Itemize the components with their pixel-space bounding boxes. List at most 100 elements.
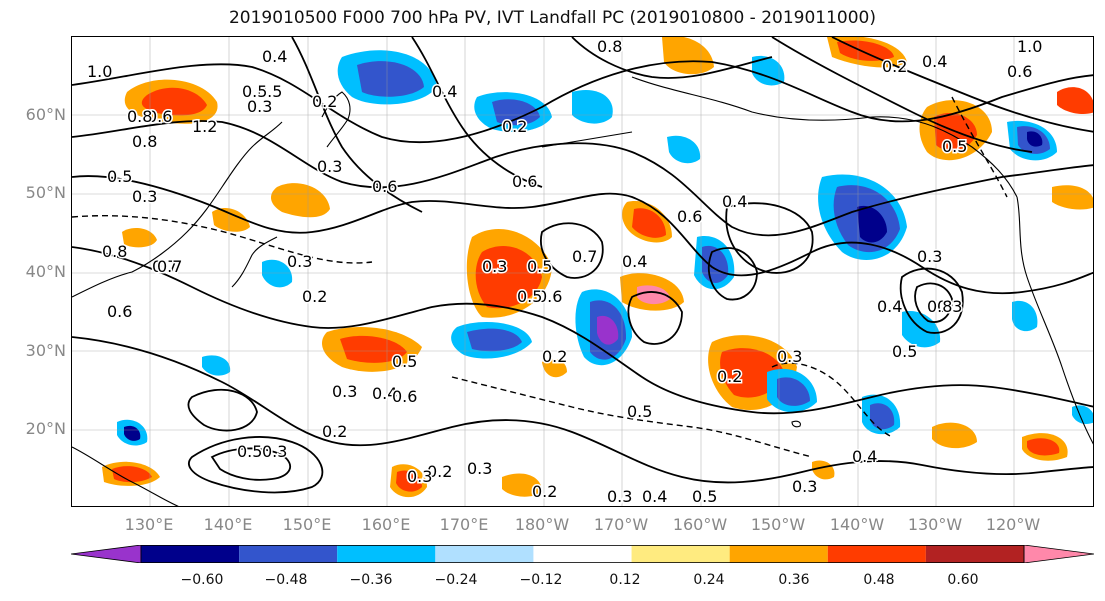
contour-label: 0.5 xyxy=(942,137,967,156)
warm-anomaly xyxy=(141,87,207,116)
warm-anomaly xyxy=(1057,87,1093,114)
warm-anomaly xyxy=(122,228,157,248)
cool-anomaly xyxy=(857,205,887,243)
colorbar-tick: −0.36 xyxy=(349,572,393,588)
colorbar-swatch xyxy=(337,545,436,563)
contour-line-dashed xyxy=(951,96,1008,198)
lat-label-60n: 60°N xyxy=(25,105,66,124)
lon-label-160e: 160°E xyxy=(361,515,411,534)
contour-line xyxy=(571,37,773,79)
colorbar xyxy=(71,545,1094,563)
contour-label: 0.5 xyxy=(257,82,282,101)
warm-anomaly xyxy=(542,358,567,378)
contour-label: 0.4 xyxy=(372,384,397,403)
colorbar-swatch xyxy=(239,545,338,563)
colorbar-swatch xyxy=(827,545,926,563)
contour-line xyxy=(72,60,1093,144)
contour-label: 0.8 xyxy=(927,297,952,316)
coastline-hawaii xyxy=(791,420,801,428)
cool-anomaly xyxy=(1027,131,1043,147)
contour-label: 0.2 xyxy=(322,422,347,441)
contour-label: 0.4 xyxy=(922,52,947,71)
contour-line xyxy=(72,336,1093,484)
contour-label: 1.2 xyxy=(192,117,217,136)
lat-label-50n: 50°N xyxy=(25,183,66,202)
coastline-bottom xyxy=(72,446,179,506)
contour-label: 0.3 xyxy=(247,97,272,116)
contour-label: 0.2 xyxy=(427,462,452,481)
warm-anomaly xyxy=(112,466,152,483)
contour-label: 0.6 xyxy=(1007,62,1032,81)
warm-anomaly xyxy=(637,285,670,305)
contour-label: 0.5 xyxy=(237,442,262,461)
contour-label: 0.8 xyxy=(132,132,157,151)
colorbar-swatch xyxy=(435,545,534,563)
contour-line xyxy=(72,175,1093,295)
contour-label: 0.4 xyxy=(852,447,877,466)
contour-label: 0.7 xyxy=(157,257,182,276)
warm-anomaly xyxy=(340,335,407,363)
chart-title: 2019010500 F000 700 hPa PV, IVT Landfall… xyxy=(228,8,876,28)
contour-line xyxy=(411,37,543,188)
colorbar-tick: −0.24 xyxy=(434,572,478,588)
lon-label-160w: 160°W xyxy=(672,515,728,534)
coastlines xyxy=(72,76,1093,506)
contour-label: 0.7 xyxy=(572,247,597,266)
contour-label: 0.3 xyxy=(262,442,287,461)
contour-label: 0.5 xyxy=(692,487,717,506)
colorbar-extend-high xyxy=(1023,545,1094,563)
contour-line xyxy=(899,267,964,334)
colorbar-tick: −0.12 xyxy=(519,572,563,588)
contour-label: 0.5 xyxy=(627,402,652,421)
contour-label: 0.3 xyxy=(482,257,507,276)
contour-label: 0.6 xyxy=(147,107,172,126)
contour-label: 0.5 xyxy=(392,352,417,371)
coastline-asia xyxy=(72,121,283,298)
lon-label-140e: 140°E xyxy=(203,515,253,534)
colorbar-border xyxy=(140,545,1025,563)
contour-line-dashed xyxy=(451,376,813,458)
warm-anomaly xyxy=(662,37,714,75)
contour-line xyxy=(291,37,423,213)
colorbar-tick: −0.60 xyxy=(180,572,224,588)
contour-line xyxy=(188,436,324,494)
contour-label: 0.3 xyxy=(937,297,962,316)
lon-label-130w: 130°W xyxy=(907,515,963,534)
warm-anomaly xyxy=(1027,438,1060,456)
colorbar-tick: 0.12 xyxy=(609,572,641,588)
contour-label: 0.3 xyxy=(917,247,942,266)
contour-label: 0.2 xyxy=(302,287,327,306)
cool-anomaly xyxy=(1012,300,1038,332)
contour-label: 0.6 xyxy=(107,302,132,321)
contour-label: 0.2 xyxy=(717,367,742,386)
cool-anomaly xyxy=(262,259,293,288)
cool-anomaly xyxy=(492,99,540,126)
colorbar-swatch xyxy=(925,545,1024,563)
warm-anomaly xyxy=(212,207,250,232)
contour-label: 1.0 xyxy=(87,62,112,81)
colorbar-swatch xyxy=(141,545,240,563)
contour-label: 1.0 xyxy=(1017,37,1042,56)
colorbar-swatch xyxy=(533,545,632,563)
cool-anomaly xyxy=(467,328,522,352)
contour-label: 0.3 xyxy=(332,382,357,401)
coastline-alaska xyxy=(631,76,1018,198)
coastline-kamchatka xyxy=(321,91,351,148)
map-canvas: 0.40.50.60.81.00.81.20.7 0.30.20.60.50.30… xyxy=(72,37,1093,506)
contour-label: 0.6 xyxy=(677,207,702,226)
lon-label-170e: 170°E xyxy=(439,515,489,534)
contour-label: 0.5 xyxy=(517,287,542,306)
contour-label: 0.5 xyxy=(892,342,917,361)
contour-line xyxy=(771,37,1033,153)
contour-label: 0.6 xyxy=(537,287,562,306)
cool-anomaly xyxy=(777,377,810,406)
cool-anomaly xyxy=(357,61,424,97)
colorbar-tick: −0.48 xyxy=(264,572,308,588)
contour-label: 0.4 xyxy=(622,252,647,271)
lon-label-180w: 180°W xyxy=(514,515,570,534)
contour-line xyxy=(725,202,814,274)
contour-line-dashed xyxy=(72,215,373,264)
contour-label: 0.8 xyxy=(102,242,127,261)
coastline-aleutians xyxy=(541,131,633,148)
colorbar-tick: 0.36 xyxy=(778,572,810,588)
